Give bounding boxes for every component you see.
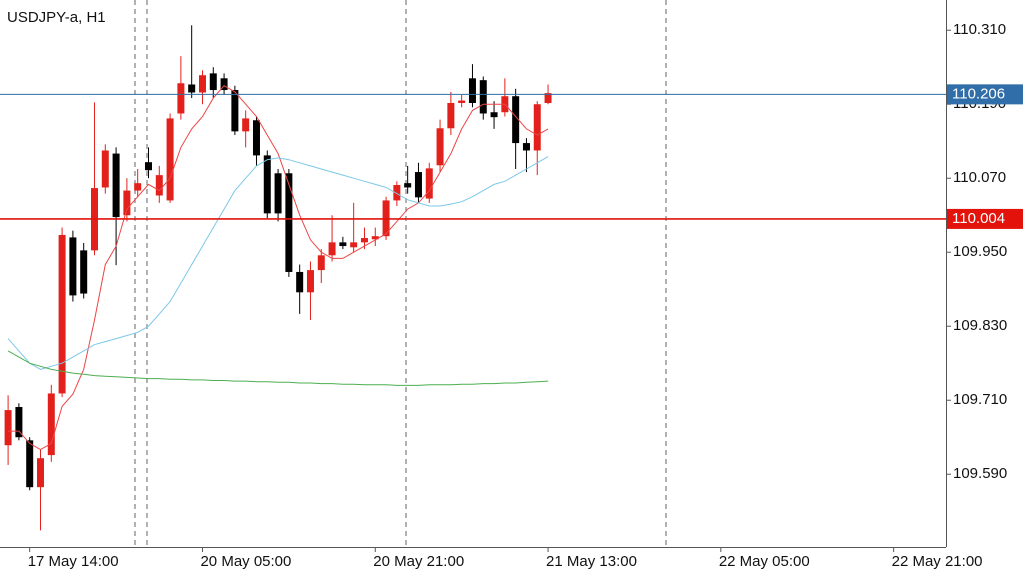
x-tick-label: 21 May 13:00	[546, 553, 637, 570]
candle-body	[58, 234, 66, 394]
price-label: 110.206	[952, 85, 1005, 102]
candle-body	[188, 84, 196, 93]
candle-body	[263, 155, 271, 214]
candle-body	[414, 172, 422, 198]
candle-body	[177, 83, 185, 114]
candle-body	[231, 90, 239, 132]
candle-body	[447, 102, 455, 129]
candle-body	[285, 173, 293, 272]
moving-average	[7, 350, 549, 386]
candle-body	[69, 237, 77, 296]
candle-body	[328, 242, 336, 256]
candle-body	[360, 238, 368, 243]
y-tick-label: 109.950	[953, 243, 1007, 260]
candle-body	[436, 128, 444, 166]
y-tick-label: 110.070	[953, 169, 1006, 186]
candle-body	[134, 183, 142, 191]
candle-body	[458, 100, 466, 103]
candle-body	[306, 270, 314, 293]
candle-body	[393, 185, 401, 201]
y-tick-label: 109.710	[953, 391, 1007, 408]
candle-body	[4, 410, 12, 446]
candle-body	[296, 271, 304, 293]
candle-body	[468, 78, 476, 103]
candle-body	[209, 73, 217, 91]
candle-body	[47, 393, 55, 456]
candle-body	[80, 250, 88, 294]
candle-body	[123, 190, 131, 216]
candle-body	[522, 143, 530, 151]
candle-body	[404, 183, 412, 188]
moving-average	[7, 156, 549, 370]
candle-body	[350, 242, 358, 248]
candle-body	[26, 440, 34, 488]
candle-body	[371, 236, 379, 240]
candle-body	[166, 118, 174, 201]
candle-body	[101, 150, 109, 188]
price-label-box	[947, 84, 1023, 105]
x-tick-label: 20 May 21:00	[373, 553, 464, 570]
candle-body	[242, 118, 250, 132]
candle-body	[155, 175, 163, 196]
candle-body	[198, 75, 206, 93]
candle-body	[544, 93, 552, 103]
x-tick-label: 22 May 21:00	[892, 553, 983, 570]
candle-body	[317, 255, 325, 271]
candle-body	[112, 153, 120, 218]
candle-body	[144, 162, 152, 171]
price-label-box	[947, 208, 1023, 229]
candle-body	[274, 173, 282, 214]
candle-body	[252, 120, 260, 156]
candle-body	[479, 80, 487, 114]
candle-body	[220, 78, 228, 91]
y-tick-label: 110.310	[953, 21, 1006, 38]
y-tick-label: 109.830	[953, 317, 1007, 334]
moving-average	[8, 85, 549, 451]
x-tick-label: 22 May 05:00	[719, 553, 810, 570]
candle-body	[15, 407, 23, 438]
x-tick-label: 17 May 14:00	[28, 553, 119, 570]
candle-body	[36, 458, 44, 488]
y-tick-label: 109.590	[953, 465, 1007, 482]
candle-body	[533, 104, 541, 151]
candle-body	[490, 112, 498, 118]
chart-title: USDJPY-a, H1	[7, 9, 106, 26]
price-label: 110.004	[952, 210, 1005, 227]
candle-body	[512, 96, 520, 144]
candle-body	[425, 168, 433, 199]
x-tick-label: 20 May 05:00	[200, 553, 291, 570]
candle-body	[339, 242, 347, 247]
